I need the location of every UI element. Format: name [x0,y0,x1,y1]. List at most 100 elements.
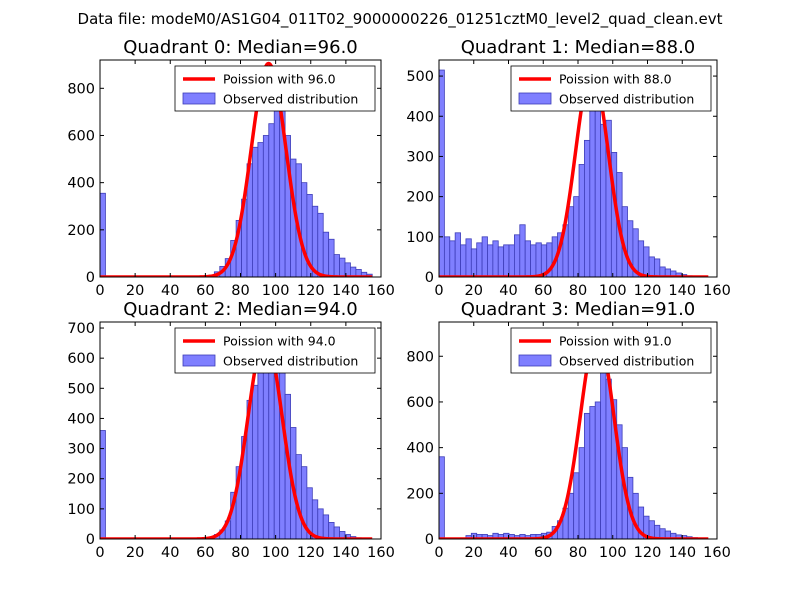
histogram-bar [578,164,585,277]
y-tick-label: 200 [406,486,434,502]
histogram-bar [503,244,510,277]
histogram-bar [439,69,445,277]
y-tick-label: 800 [67,81,95,97]
x-tick-label: 120 [634,283,662,299]
x-tick-label: 160 [367,283,395,299]
legend-label-observed: Observed distribution [223,92,358,107]
x-tick-label: 100 [599,283,627,299]
x-tick-label: 80 [231,545,249,561]
histogram-bar [460,244,467,277]
x-tick-label: 0 [95,283,104,299]
y-tick-label: 600 [67,351,95,367]
legend-bar-swatch [182,92,216,105]
x-tick-label: 20 [465,283,483,299]
x-tick-label: 160 [367,545,395,561]
y-tick-label: 200 [67,472,95,488]
histogram-bar [301,182,308,277]
x-tick-label: 0 [434,283,443,299]
histogram-bar [584,139,591,277]
chart-title: Quadrant 3: Median=91.0 [461,299,696,320]
histogram-bars [100,83,373,277]
legend-bar-swatch [518,92,552,105]
x-tick-label: 140 [668,283,696,299]
histogram-bar [449,240,456,277]
y-tick-label: 100 [67,502,95,518]
histogram-bar [589,406,596,539]
chart-title: Quadrant 0: Median=96.0 [123,37,358,58]
legend-label-fit: Poission with 91.0 [559,334,672,349]
y-tick-label: 500 [406,69,434,85]
histogram-bar [443,236,451,277]
histogram-bar [328,522,335,539]
x-tick-label: 40 [499,283,517,299]
chart-panel-3: 0 20 40 60 80 100 120 140 160 0 200 400 600 800 Quadra… [406,299,731,561]
legend-label-fit: Poission with 96.0 [223,72,336,87]
histogram-bar [497,246,505,277]
x-tick-label: 100 [262,545,290,561]
histogram-bar [508,244,515,277]
histogram-bar [273,106,281,277]
histogram-bar [654,258,661,277]
x-tick-label: 40 [499,545,517,561]
x-tick-label: 100 [262,283,290,299]
histogram-bar [492,240,499,277]
histogram-bar [100,192,106,277]
legend-label-observed: Observed distribution [559,354,694,369]
histogram-bar [594,401,601,539]
histogram-bar [279,363,286,539]
histogram-bar [573,196,580,277]
histogram-bar [470,248,478,277]
y-tick-label: 0 [86,270,95,286]
chart-title: Quadrant 1: Median=88.0 [461,37,696,58]
histogram-bar [535,242,542,277]
x-tick-label: 20 [126,545,144,561]
histogram-bar [600,123,607,277]
histogram-bar [481,236,488,277]
histogram-bar [262,135,270,277]
x-tick-label: 60 [534,283,552,299]
histogram-bar [333,254,340,277]
y-tick-label: 400 [67,176,95,192]
y-tick-label: 300 [406,149,434,165]
x-tick-label: 120 [634,545,662,561]
histogram-bar [573,472,580,539]
x-tick-label: 100 [599,545,627,561]
x-tick-label: 40 [161,545,179,561]
histogram-bar [317,508,324,539]
x-tick-label: 140 [332,545,360,561]
histogram-bar [476,242,483,277]
histogram-bar [578,447,585,539]
histogram-bar [100,430,106,539]
histogram-bar [454,232,461,277]
histogram-bar [322,231,330,277]
histogram-bar [637,240,645,277]
x-tick-label: 140 [332,283,360,299]
legend-label-observed: Observed distribution [559,92,694,107]
legend-bar-swatch [518,354,552,367]
chart-title: Quadrant 2: Median=94.0 [123,299,358,320]
x-tick-label: 0 [434,545,443,561]
histogram-bar [584,412,591,539]
chart-panel-0: 0 20 40 60 80 100 120 140 160 0 200 400 600 800 Quadra… [67,37,395,299]
histogram-bars [100,342,368,539]
histogram-bar [519,224,526,277]
y-tick-label: 500 [67,381,95,397]
histogram-bar [524,240,531,277]
y-tick-label: 400 [406,109,434,125]
poisson-fit-line [100,61,374,277]
y-tick-label: 0 [86,532,95,548]
legend-bar-swatch [182,354,216,367]
legend-label-fit: Poission with 88.0 [559,72,672,87]
histogram-bar [339,257,346,277]
histogram-bar [317,212,324,277]
histogram-bar [567,492,575,539]
y-tick-label: 800 [406,349,434,365]
y-tick-label: 600 [67,128,95,144]
histogram-bar [268,123,275,277]
x-tick-label: 40 [161,283,179,299]
x-tick-label: 60 [196,545,214,561]
y-tick-label: 100 [406,230,434,246]
histogram-bar [268,345,275,539]
y-tick-label: 0 [425,270,434,286]
